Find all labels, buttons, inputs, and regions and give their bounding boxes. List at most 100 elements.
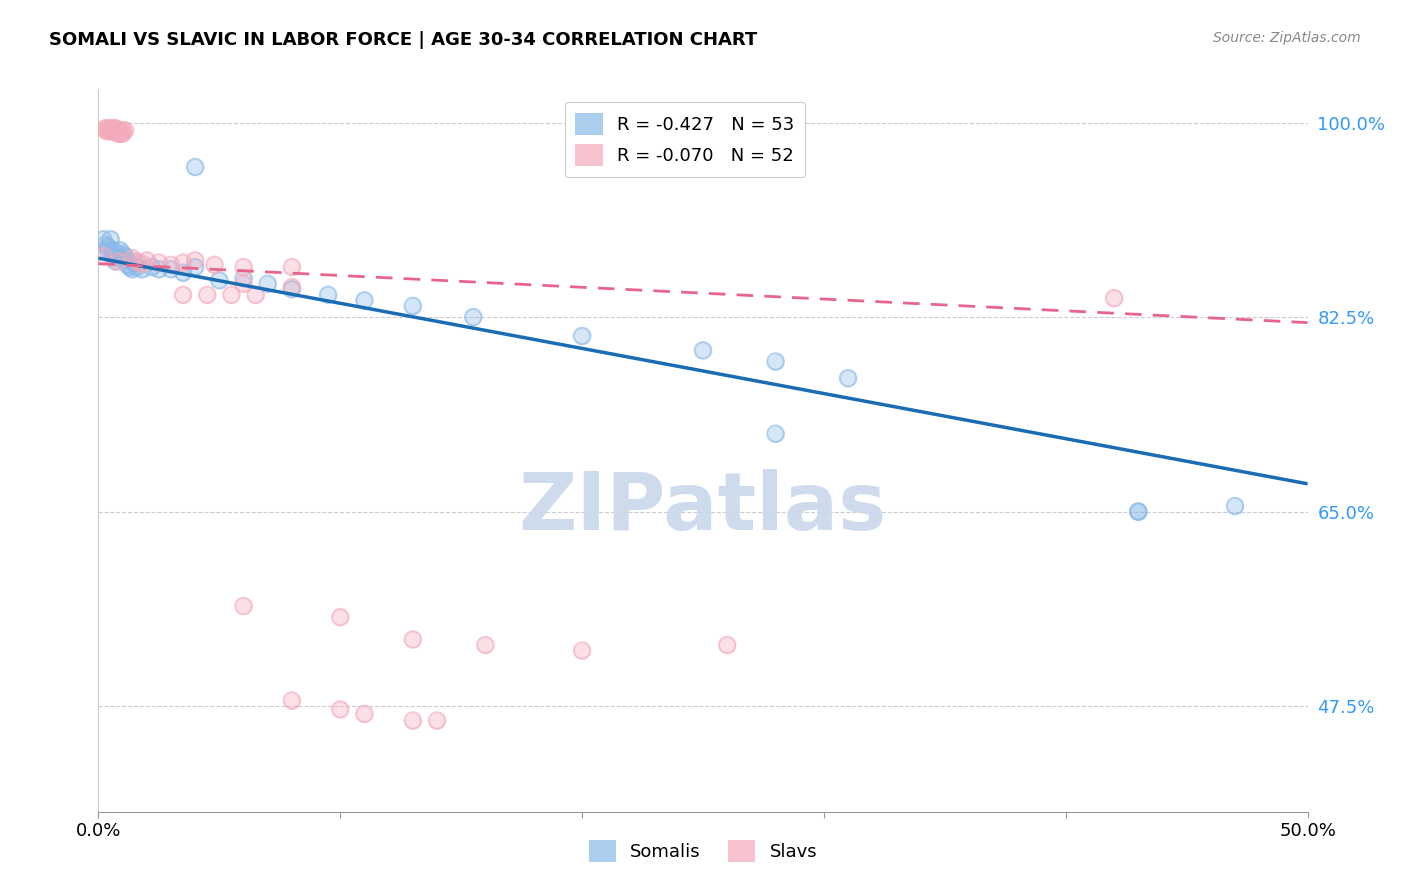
Point bbox=[91, 249, 114, 263]
Point bbox=[101, 124, 124, 138]
Point bbox=[474, 638, 496, 652]
Point bbox=[281, 280, 304, 294]
Point bbox=[281, 693, 304, 707]
Point bbox=[100, 232, 122, 246]
Point bbox=[172, 255, 194, 269]
Point bbox=[402, 714, 425, 728]
Point bbox=[94, 237, 117, 252]
Point bbox=[101, 244, 124, 258]
Text: SOMALI VS SLAVIC IN LABOR FORCE | AGE 30-34 CORRELATION CHART: SOMALI VS SLAVIC IN LABOR FORCE | AGE 30… bbox=[49, 31, 758, 49]
Point bbox=[172, 288, 194, 302]
Point bbox=[127, 260, 149, 274]
Point bbox=[353, 293, 375, 308]
Point bbox=[111, 251, 134, 265]
Point bbox=[104, 121, 127, 136]
Point bbox=[111, 246, 134, 260]
Point bbox=[474, 638, 496, 652]
Point bbox=[765, 354, 787, 368]
Point bbox=[402, 299, 425, 313]
Point bbox=[107, 251, 129, 265]
Point bbox=[353, 706, 375, 721]
Point bbox=[108, 127, 131, 141]
Point bbox=[91, 232, 114, 246]
Point bbox=[571, 643, 593, 657]
Point bbox=[131, 262, 153, 277]
Point bbox=[281, 260, 304, 274]
Point bbox=[256, 277, 278, 291]
Point bbox=[232, 271, 254, 285]
Point bbox=[221, 288, 243, 302]
Point bbox=[221, 288, 243, 302]
Point bbox=[245, 288, 267, 302]
Point bbox=[172, 266, 194, 280]
Point bbox=[329, 610, 352, 624]
Point bbox=[329, 702, 352, 716]
Point bbox=[172, 255, 194, 269]
Point bbox=[716, 638, 738, 652]
Point bbox=[104, 121, 127, 136]
Point bbox=[463, 310, 485, 324]
Point bbox=[97, 121, 120, 136]
Point bbox=[94, 237, 117, 252]
Point bbox=[101, 244, 124, 258]
Point bbox=[184, 253, 207, 268]
Point bbox=[148, 262, 170, 277]
Point bbox=[148, 262, 170, 277]
Point bbox=[117, 258, 139, 272]
Point bbox=[1128, 505, 1150, 519]
Point bbox=[402, 714, 425, 728]
Point bbox=[571, 329, 593, 343]
Point bbox=[204, 258, 226, 272]
Point bbox=[114, 249, 136, 263]
Point bbox=[104, 254, 127, 268]
Point bbox=[160, 262, 183, 277]
Point bbox=[107, 246, 129, 260]
Point bbox=[107, 127, 129, 141]
Point bbox=[97, 240, 120, 254]
Legend: R = -0.427   N = 53, R = -0.070   N = 52: R = -0.427 N = 53, R = -0.070 N = 52 bbox=[565, 102, 806, 177]
Point bbox=[316, 288, 339, 302]
Point bbox=[716, 638, 738, 652]
Point bbox=[101, 121, 124, 136]
Point bbox=[837, 371, 859, 385]
Point bbox=[692, 343, 714, 358]
Point bbox=[108, 123, 131, 137]
Point bbox=[100, 123, 122, 137]
Point bbox=[100, 122, 122, 136]
Point bbox=[353, 706, 375, 721]
Point bbox=[148, 255, 170, 269]
Point bbox=[117, 253, 139, 268]
Point bbox=[101, 121, 124, 136]
Point bbox=[256, 277, 278, 291]
Point bbox=[100, 232, 122, 246]
Point bbox=[104, 254, 127, 268]
Point bbox=[114, 123, 136, 137]
Point bbox=[104, 122, 127, 136]
Point bbox=[107, 246, 129, 260]
Point bbox=[114, 123, 136, 137]
Point bbox=[353, 293, 375, 308]
Point bbox=[111, 127, 134, 141]
Point bbox=[141, 260, 163, 274]
Point bbox=[104, 122, 127, 136]
Point bbox=[111, 123, 134, 137]
Point bbox=[1102, 291, 1125, 305]
Point bbox=[172, 288, 194, 302]
Point bbox=[117, 258, 139, 272]
Point bbox=[108, 127, 131, 141]
Point bbox=[281, 260, 304, 274]
Point bbox=[1102, 291, 1125, 305]
Point bbox=[1223, 499, 1246, 513]
Point bbox=[1128, 505, 1150, 519]
Point bbox=[281, 280, 304, 294]
Point bbox=[104, 123, 127, 137]
Point bbox=[101, 249, 124, 263]
Point bbox=[232, 277, 254, 291]
Point bbox=[127, 254, 149, 268]
Point bbox=[160, 258, 183, 272]
Point bbox=[195, 288, 218, 302]
Point bbox=[107, 254, 129, 268]
Point bbox=[121, 251, 143, 265]
Point bbox=[108, 244, 131, 258]
Point bbox=[131, 257, 153, 271]
